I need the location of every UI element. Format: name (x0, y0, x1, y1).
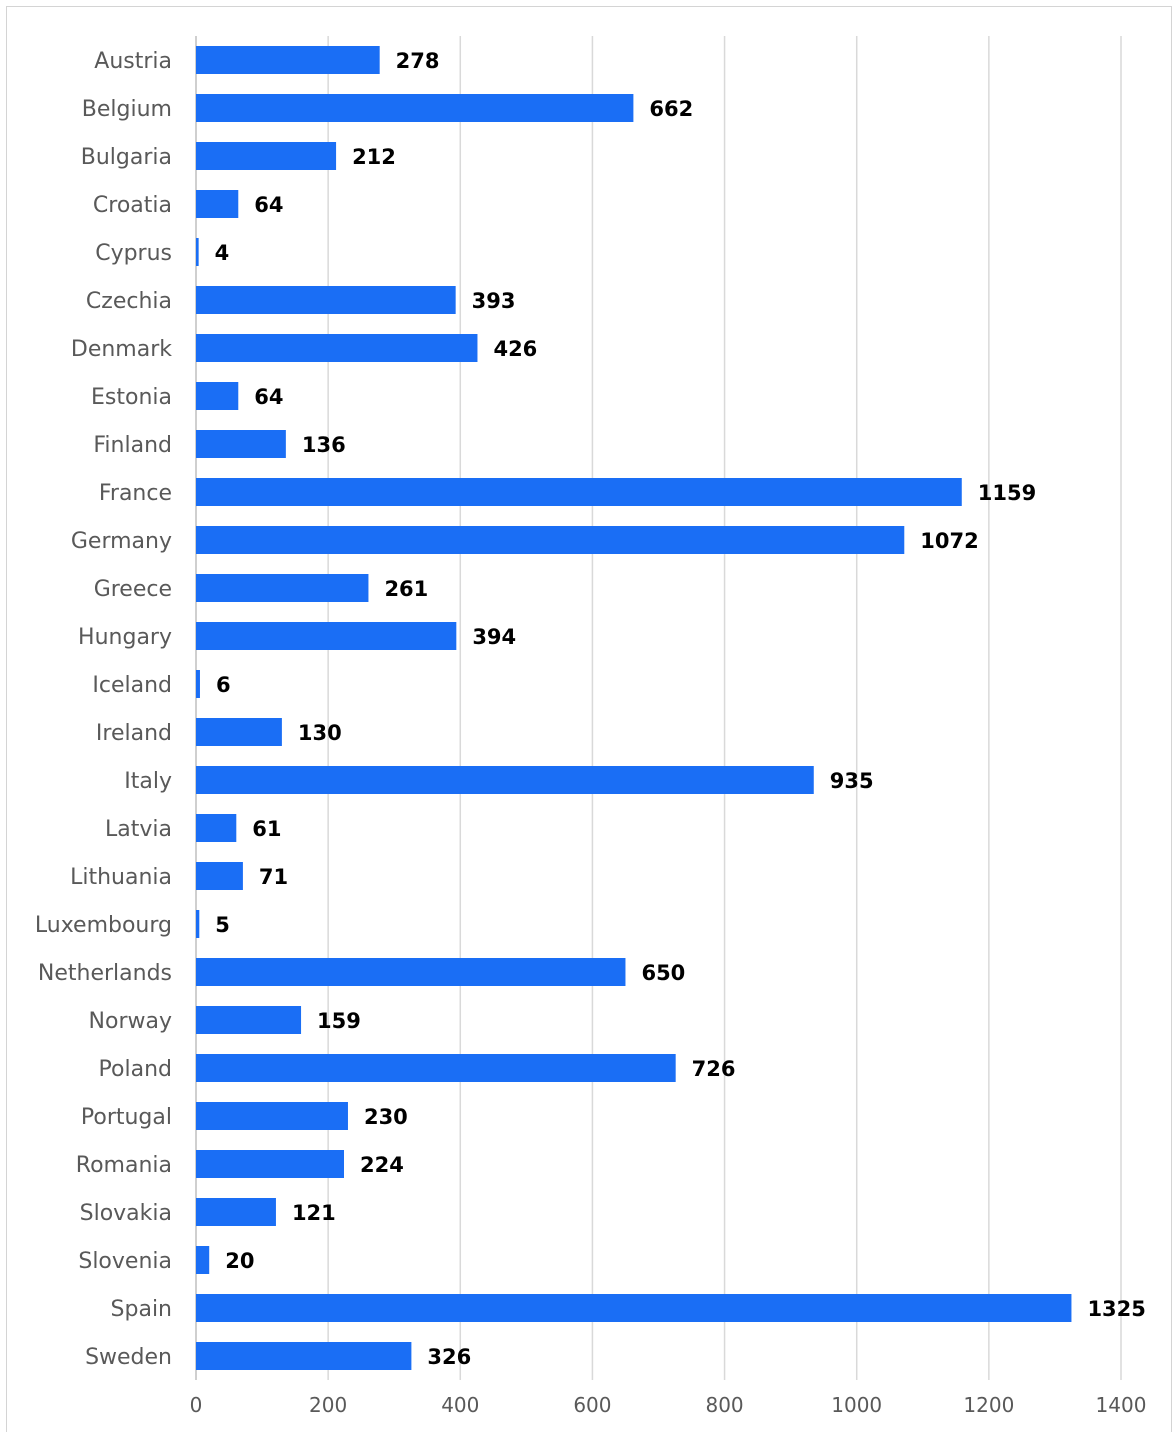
data-label: 64 (254, 385, 283, 409)
data-label: 426 (493, 337, 537, 361)
data-label: 278 (396, 49, 440, 73)
bar (196, 46, 380, 74)
x-tick-label: 0 (190, 1393, 203, 1417)
x-tick-label: 1200 (963, 1393, 1014, 1417)
x-tick-label: 1400 (1096, 1393, 1147, 1417)
bar (196, 286, 456, 314)
bar (196, 958, 626, 986)
category-label: Czechia (86, 289, 172, 314)
data-label: 121 (292, 1201, 336, 1225)
category-label: Romania (76, 1153, 172, 1178)
bar (196, 718, 282, 746)
category-label: Finland (93, 433, 172, 458)
bar (196, 670, 200, 698)
category-label: Austria (94, 49, 172, 74)
data-label: 326 (427, 1345, 471, 1369)
bar (196, 1006, 302, 1034)
category-label: Norway (89, 1009, 172, 1034)
data-label: 5 (215, 913, 230, 937)
bar (196, 238, 199, 266)
bar (196, 142, 337, 170)
category-label: Croatia (93, 193, 172, 218)
category-label: France (99, 481, 172, 506)
category-label: Iceland (92, 673, 172, 698)
bar (196, 766, 814, 794)
data-label: 393 (472, 289, 516, 313)
bar (196, 1102, 348, 1130)
bar (196, 910, 200, 938)
category-label: Ireland (96, 721, 172, 746)
data-label: 6 (216, 673, 231, 697)
bar (196, 862, 243, 890)
category-label: Latvia (105, 817, 172, 842)
category-label: Spain (111, 1297, 172, 1322)
data-label: 224 (360, 1153, 404, 1177)
bar (196, 1342, 412, 1370)
x-tick-label: 600 (573, 1393, 611, 1417)
category-label: Poland (99, 1057, 172, 1082)
x-axis-tick-labels: 0 200 400 600 800 1000 1200 1400 (190, 1393, 1147, 1417)
bar (196, 1150, 344, 1178)
data-label: 61 (252, 817, 281, 841)
category-label: Belgium (82, 97, 172, 122)
bar (196, 622, 457, 650)
data-label: 394 (472, 625, 516, 649)
data-label: 159 (317, 1009, 361, 1033)
category-label: Denmark (71, 337, 172, 362)
category-label: Luxembourg (35, 913, 172, 938)
category-label: Estonia (91, 385, 172, 410)
bar (196, 430, 286, 458)
category-label: Slovenia (78, 1249, 172, 1274)
x-tick-label: 1000 (831, 1393, 882, 1417)
bar (196, 1246, 210, 1274)
data-label: 130 (298, 721, 342, 745)
data-label: 71 (259, 865, 288, 889)
data-label: 136 (302, 433, 346, 457)
data-label: 64 (254, 193, 283, 217)
category-label: Greece (94, 577, 172, 602)
bar (196, 334, 478, 362)
bar (196, 382, 239, 410)
bar (196, 1198, 276, 1226)
data-label: 935 (830, 769, 874, 793)
data-label: 662 (649, 97, 693, 121)
bar (196, 94, 634, 122)
bar-layer (196, 46, 1072, 1370)
bar (196, 190, 239, 218)
category-label: Sweden (85, 1345, 172, 1370)
x-tick-label: 800 (705, 1393, 743, 1417)
category-label: Slovakia (80, 1201, 172, 1226)
category-label: Lithuania (70, 865, 172, 890)
data-label: 230 (364, 1105, 408, 1129)
bar (196, 1294, 1072, 1322)
category-label: Netherlands (38, 961, 172, 986)
grid-layer (195, 36, 1122, 1380)
x-tick-label: 400 (441, 1393, 479, 1417)
category-label: Portugal (81, 1105, 172, 1130)
bar (196, 1054, 676, 1082)
data-label: 1072 (920, 529, 978, 553)
category-label: Germany (71, 529, 172, 554)
bar (196, 814, 237, 842)
data-label: 1325 (1087, 1297, 1145, 1321)
category-label: Hungary (78, 625, 172, 650)
bar (196, 574, 369, 602)
data-label: 212 (352, 145, 396, 169)
data-labels: 2786622126443934266413611591072261394613… (215, 49, 1146, 1369)
category-label: Italy (124, 769, 172, 794)
bar (196, 478, 962, 506)
data-label: 726 (692, 1057, 736, 1081)
data-label: 20 (225, 1249, 254, 1273)
category-labels: Austria Belgium Bulgaria Croatia Cyprus Czech… (35, 49, 172, 1370)
data-label: 261 (384, 577, 428, 601)
category-label: Bulgaria (81, 145, 172, 170)
x-tick-label: 200 (309, 1393, 347, 1417)
bar (196, 526, 905, 554)
data-label: 650 (641, 961, 685, 985)
category-label: Cyprus (95, 241, 172, 266)
data-label: 1159 (978, 481, 1036, 505)
data-label: 4 (215, 241, 230, 265)
